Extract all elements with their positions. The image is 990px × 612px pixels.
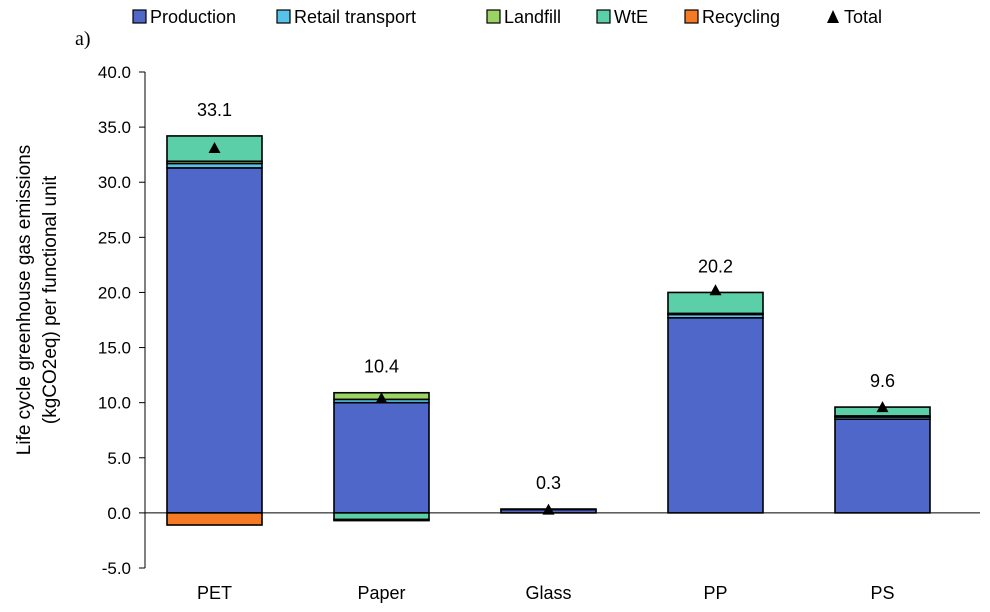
legend-swatch-production bbox=[132, 9, 147, 24]
y-axis: -5.0 0.0 5.0 10.0 15.0 20.0 25.0 30.0 35.0 40.0 bbox=[98, 63, 980, 578]
y-axis-title-line: Life cycle greenhouse gas emissions bbox=[14, 145, 35, 456]
y-axis-title-line: (kgCO2eq) per functional unit bbox=[40, 175, 61, 424]
legend-swatch-landfill bbox=[486, 9, 501, 24]
legend-label: Recycling bbox=[702, 7, 780, 27]
total-marker bbox=[542, 503, 555, 515]
total-data-label: 10.4 bbox=[364, 357, 399, 377]
bar-segment-wte bbox=[667, 291, 764, 315]
x-tick-label: PP bbox=[703, 583, 727, 603]
y-tick-label: 25.0 bbox=[98, 228, 131, 247]
y-tick-label: 0.0 bbox=[107, 504, 131, 523]
y-tick-label: 5.0 bbox=[107, 449, 131, 468]
y-tick-label: 35.0 bbox=[98, 118, 131, 137]
x-axis: PET Paper Glass PP PS bbox=[197, 583, 895, 603]
legend-label: Landfill bbox=[504, 7, 561, 27]
y-axis-title: Life cycle greenhouse gas emissions (kgCO… bbox=[14, 145, 61, 456]
bar-segment-production bbox=[667, 316, 764, 514]
bar-segment-production bbox=[166, 167, 263, 514]
total-data-label: 9.6 bbox=[870, 371, 895, 391]
legend-marker-total bbox=[827, 10, 839, 23]
x-tick-label: PET bbox=[197, 583, 232, 603]
bar-segment-recycling bbox=[166, 512, 263, 526]
legend: Production Retail transport Landfill WtE Rec… bbox=[132, 7, 882, 27]
legend-swatch-wte bbox=[596, 9, 611, 24]
total-markers bbox=[208, 142, 889, 515]
bar-segment-recycling bbox=[333, 518, 430, 522]
bar-segment-wte bbox=[333, 512, 430, 521]
legend-label: Total bbox=[844, 7, 882, 27]
bars: 33.1 10.4 0.3 20.2 9.6 bbox=[166, 100, 931, 526]
total-data-label: 33.1 bbox=[197, 100, 232, 120]
x-tick-label: PS bbox=[870, 583, 894, 603]
legend-label: Retail transport bbox=[294, 7, 416, 27]
x-tick-label: Paper bbox=[357, 583, 405, 603]
total-marker bbox=[709, 284, 722, 296]
total-marker bbox=[375, 392, 388, 404]
bar-segment-production bbox=[834, 418, 931, 514]
x-tick-label: Glass bbox=[525, 583, 571, 603]
y-tick-label: 30.0 bbox=[98, 173, 131, 192]
legend-label: Production bbox=[150, 7, 236, 27]
total-marker bbox=[208, 142, 221, 154]
y-tick-label: 40.0 bbox=[98, 63, 131, 82]
legend-label: WtE bbox=[614, 7, 648, 27]
y-tick-label: -5.0 bbox=[102, 559, 131, 578]
bar-segment-production bbox=[333, 401, 430, 514]
panel-label: a) bbox=[75, 28, 91, 50]
legend-swatch-recycling bbox=[684, 9, 699, 24]
y-tick-label: 20.0 bbox=[98, 283, 131, 302]
total-data-label: 20.2 bbox=[698, 256, 733, 276]
legend-swatch-retail_transport bbox=[276, 9, 291, 24]
y-tick-label: 10.0 bbox=[98, 394, 131, 413]
total-marker bbox=[876, 401, 889, 413]
y-tick-label: 15.0 bbox=[98, 339, 131, 358]
total-data-label: 0.3 bbox=[536, 473, 561, 493]
